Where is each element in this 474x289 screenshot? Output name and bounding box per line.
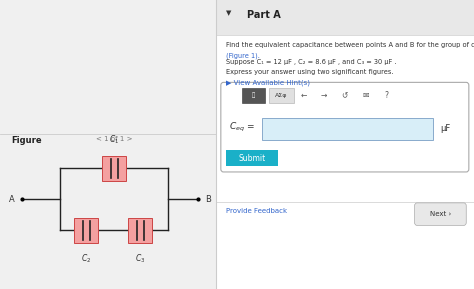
Text: Next ›: Next ›: [430, 211, 451, 217]
FancyBboxPatch shape: [269, 88, 294, 103]
Text: ▶ View Available Hint(s): ▶ View Available Hint(s): [226, 79, 310, 86]
Text: Suppose C₁ = 12 μF , C₂ = 8.6 μF , and C₃ = 30 μF .: Suppose C₁ = 12 μF , C₂ = 8.6 μF , and C…: [226, 59, 397, 65]
Text: AΣφ: AΣφ: [275, 93, 288, 98]
FancyBboxPatch shape: [216, 35, 474, 289]
FancyBboxPatch shape: [221, 82, 469, 172]
Text: ▼: ▼: [226, 10, 231, 16]
Text: $C_3$: $C_3$: [135, 253, 146, 265]
FancyBboxPatch shape: [74, 218, 98, 242]
Text: A: A: [9, 195, 15, 204]
Text: ←: ←: [301, 91, 307, 100]
Text: (Figure 1).: (Figure 1).: [226, 52, 260, 58]
FancyBboxPatch shape: [226, 150, 278, 166]
Text: < 1 of 1 >: < 1 of 1 >: [96, 136, 133, 142]
FancyBboxPatch shape: [128, 218, 152, 242]
Text: ↺: ↺: [342, 91, 348, 100]
Text: $C_1$: $C_1$: [109, 134, 119, 146]
Text: B: B: [205, 195, 211, 204]
FancyBboxPatch shape: [415, 203, 466, 225]
FancyBboxPatch shape: [241, 88, 265, 103]
Text: $C_{eq}$ =: $C_{eq}$ =: [228, 121, 255, 134]
Text: $C_2$: $C_2$: [81, 253, 91, 265]
Text: μF: μF: [440, 124, 451, 133]
Text: Express your answer using two significant figures.: Express your answer using two significan…: [226, 69, 393, 75]
Text: →: →: [321, 91, 328, 100]
Text: Provide Feedback: Provide Feedback: [226, 208, 287, 214]
Text: Submit: Submit: [238, 154, 265, 163]
Text: ?: ?: [384, 91, 388, 100]
Text: Figure: Figure: [11, 136, 41, 145]
FancyBboxPatch shape: [102, 156, 126, 181]
FancyBboxPatch shape: [216, 0, 474, 35]
Text: 🖼: 🖼: [252, 92, 255, 98]
Text: Find the equivalent capacitance between points A and B for the group of capacito: Find the equivalent capacitance between …: [226, 42, 474, 48]
Text: Part A: Part A: [246, 10, 281, 20]
FancyBboxPatch shape: [0, 0, 216, 134]
FancyBboxPatch shape: [262, 118, 433, 140]
Text: ✉: ✉: [362, 91, 369, 100]
